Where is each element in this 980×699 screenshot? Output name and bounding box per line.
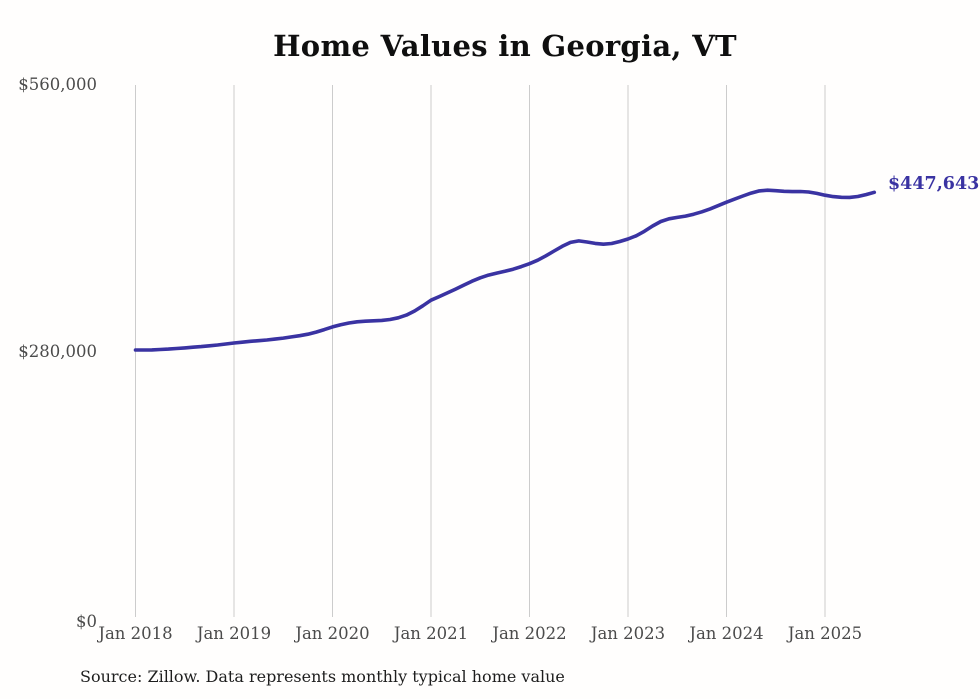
x-axis-tick-label-2024: Jan 2024 — [689, 624, 764, 643]
x-axis-tick-label-2018: Jan 2018 — [98, 624, 173, 643]
x-axis-tick-label-2020: Jan 2020 — [295, 624, 370, 643]
x-axis-tick-label-2025: Jan 2025 — [787, 624, 863, 643]
y-axis-tick-label-0: $0 — [76, 612, 97, 631]
source-note: Source: Zillow. Data represents monthly … — [80, 667, 565, 686]
x-axis-tick-label-2023: Jan 2023 — [590, 624, 666, 643]
y-axis-tick-label-280000: $280,000 — [18, 342, 97, 361]
x-axis-tick-label-2019: Jan 2019 — [196, 624, 272, 643]
x-axis-tick-label-2022: Jan 2022 — [492, 624, 567, 643]
x-axis-tick-label-2021: Jan 2021 — [393, 624, 469, 643]
y-axis-tick-label-560000: $560,000 — [18, 75, 97, 94]
home-value-line — [133, 188, 877, 352]
latest-value-label: $447,643 — [888, 174, 980, 194]
chart-title: Home Values in Georgia, VT — [273, 29, 737, 63]
